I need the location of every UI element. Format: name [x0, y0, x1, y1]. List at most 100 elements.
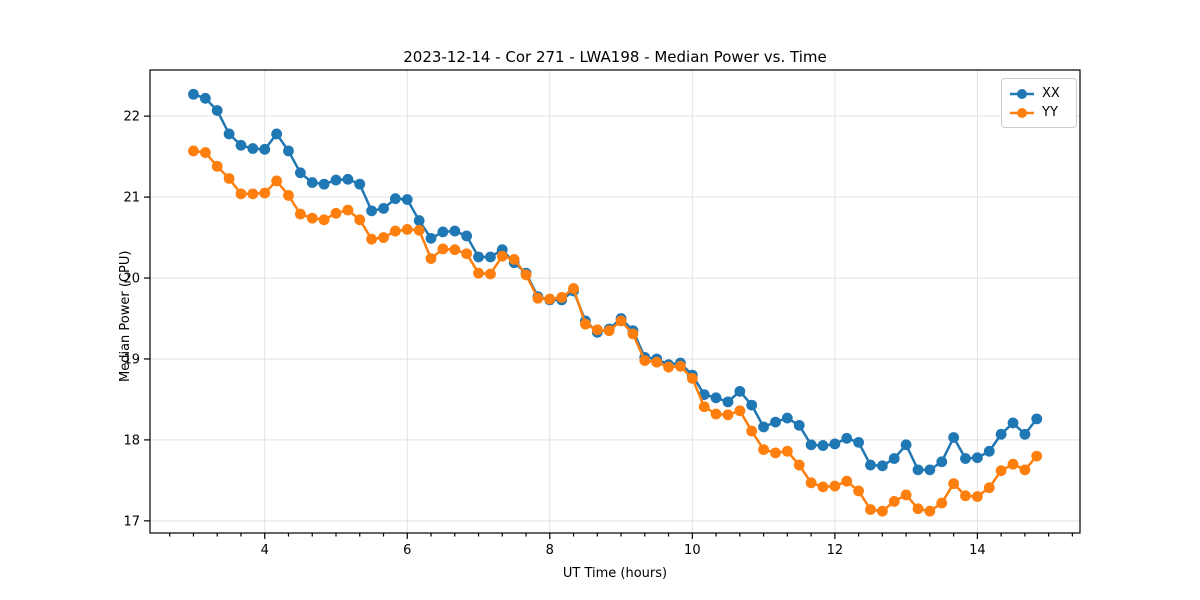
data-point-marker: [223, 173, 235, 184]
data-point-marker: [805, 477, 817, 489]
data-point-marker: [223, 128, 235, 140]
data-point-marker: [591, 324, 603, 336]
data-point-marker: [235, 188, 247, 200]
data-point-marker: [247, 188, 259, 200]
data-point-marker: [556, 292, 568, 303]
data-point-marker: [651, 356, 663, 368]
svg-text:22: 22: [123, 110, 140, 125]
data-point-marker: [354, 214, 366, 226]
data-point-marker: [413, 215, 425, 226]
svg-text:8: 8: [546, 543, 554, 558]
svg-text:21: 21: [123, 191, 140, 206]
data-point-marker: [473, 251, 484, 263]
data-point-marker: [995, 465, 1007, 477]
data-point-marker: [1019, 464, 1031, 476]
data-point-marker: [758, 421, 769, 433]
svg-text:10: 10: [684, 543, 701, 558]
data-point-marker: [354, 178, 366, 190]
data-point-marker: [865, 504, 876, 515]
data-point-marker: [936, 497, 948, 509]
data-point-marker: [829, 480, 841, 492]
data-point-marker: [1007, 417, 1019, 429]
data-point-marker: [366, 233, 378, 245]
data-point-marker: [425, 253, 437, 264]
y-tick-labels: 17 18 19 20 21 22: [123, 110, 140, 530]
data-point-marker: [734, 405, 746, 417]
x-tick-labels: 4 6 8 10 12 14: [261, 543, 986, 558]
data-point-marker: [971, 491, 983, 502]
data-point-marker: [235, 139, 247, 151]
data-point-marker: [983, 445, 995, 457]
data-point-marker: [865, 459, 876, 471]
data-point-marker: [259, 187, 271, 199]
data-point-marker: [425, 232, 437, 244]
data-point-marker: [568, 283, 579, 294]
data-point-marker: [342, 173, 354, 185]
legend-label-xx: XX: [1042, 86, 1060, 101]
data-point-marker: [449, 225, 461, 237]
data-point-marker: [876, 505, 888, 517]
data-point-marker: [770, 447, 781, 459]
data-point-marker: [924, 464, 936, 476]
data-point-marker: [912, 464, 924, 476]
data-point-marker: [900, 439, 912, 451]
series-yy-line: [192, 149, 1038, 513]
data-point-marker: [627, 328, 639, 340]
series-yy-swatch-icon: [1010, 107, 1034, 118]
data-point-marker: [378, 232, 389, 243]
data-point-marker: [1031, 413, 1043, 425]
data-point-marker: [211, 105, 223, 116]
data-point-marker: [734, 385, 746, 397]
data-point-marker: [508, 254, 520, 265]
data-point-marker: [971, 452, 983, 464]
data-point-marker: [841, 432, 853, 444]
data-point-marker: [900, 489, 912, 501]
data-point-marker: [758, 444, 769, 456]
x-axis-label: UT Time (hours): [562, 566, 668, 581]
data-point-marker: [912, 503, 924, 515]
data-point-marker: [449, 244, 461, 256]
gridlines: [150, 70, 1080, 533]
data-point-marker: [829, 438, 841, 450]
legend-item-xx: XX: [1009, 84, 1068, 103]
data-point-marker: [722, 396, 734, 408]
data-point-marker: [698, 401, 710, 413]
data-point-marker: [1007, 458, 1019, 470]
data-point-marker: [793, 419, 805, 431]
data-point-marker: [259, 143, 271, 155]
data-point-marker: [675, 360, 686, 372]
data-point-marker: [853, 436, 864, 448]
data-point-marker: [876, 460, 888, 472]
data-point-marker: [924, 505, 936, 517]
data-point-marker: [983, 482, 995, 494]
data-point-marker: [271, 175, 283, 187]
data-point-marker: [817, 440, 829, 451]
y-axis-label: Median Power (CPU): [118, 250, 133, 382]
data-point-marker: [188, 88, 199, 100]
data-point-marker: [710, 392, 722, 404]
series-yy: [188, 145, 1043, 517]
data-point-marker: [461, 230, 473, 242]
data-point-marker: [271, 128, 283, 140]
data-point-marker: [294, 208, 306, 220]
svg-text:6: 6: [403, 543, 411, 558]
data-point-marker: [389, 225, 401, 237]
data-point-marker: [330, 207, 342, 219]
data-point-marker: [283, 145, 294, 157]
chart-title: 2023-12-14 - Cor 271 - LWA198 - Median P…: [403, 48, 827, 66]
data-point-marker: [199, 147, 211, 158]
data-point-marker: [639, 355, 651, 366]
data-point-marker: [781, 412, 793, 424]
data-point-marker: [781, 445, 793, 457]
data-point-marker: [686, 373, 698, 384]
data-point-marker: [413, 224, 425, 236]
data-point-marker: [888, 453, 900, 464]
svg-text:17: 17: [123, 514, 140, 529]
data-point-marker: [841, 475, 853, 487]
data-point-marker: [330, 174, 342, 186]
data-point-marker: [378, 203, 389, 214]
data-point-marker: [485, 251, 496, 263]
data-point-marker: [294, 167, 306, 179]
data-point-marker: [283, 190, 294, 201]
